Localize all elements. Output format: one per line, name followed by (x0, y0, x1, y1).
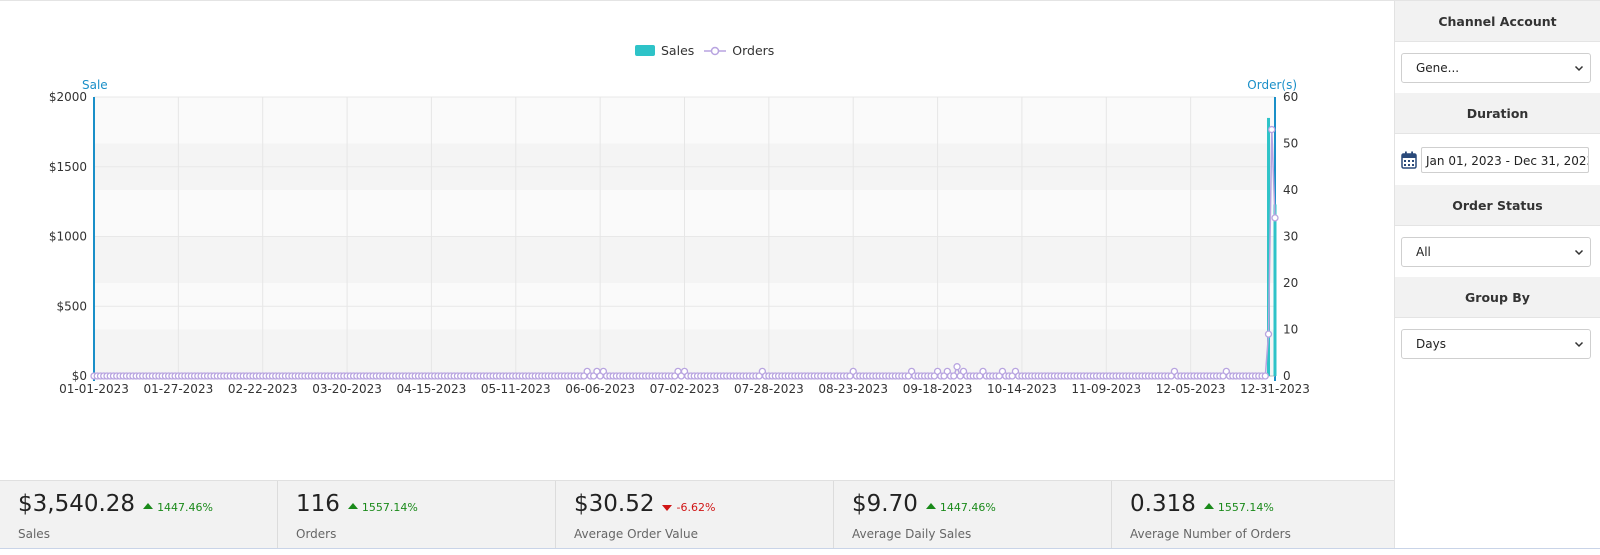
left-tick-label: $2000 (49, 90, 87, 104)
filter-sidebar: Channel Account Gene... Duration Jan 01,… (1394, 0, 1600, 548)
orders-point (953, 363, 961, 371)
sales-bar (1267, 117, 1271, 377)
stat-label: Average Order Value (574, 527, 698, 541)
right-tick-label: 30 (1283, 230, 1298, 244)
stat-label: Average Number of Orders (1130, 527, 1291, 541)
x-tick-label: 02-22-2023 (228, 382, 298, 396)
stat-card: 0.318 1557.14% Average Number of Orders (1112, 481, 1394, 549)
right-tick-label: 20 (1283, 276, 1298, 290)
stat-change: 1447.46% (925, 501, 996, 514)
duration-heading: Duration (1395, 93, 1600, 134)
group-by-select[interactable]: Days (1401, 328, 1591, 359)
x-tick-label: 01-27-2023 (143, 382, 213, 396)
chart-legend[interactable]: Sales Orders (635, 43, 774, 58)
x-tick-label: 11-09-2023 (1071, 382, 1141, 396)
order-status-select[interactable]: All (1401, 236, 1591, 267)
arrow-up-icon (1203, 503, 1214, 509)
stat-change: 1557.14% (347, 501, 418, 514)
stat-value: 0.318 (1130, 491, 1196, 517)
arrow-up-icon (143, 503, 154, 509)
calendar-icon[interactable] (1401, 151, 1417, 169)
stat-value: 116 (296, 491, 340, 517)
x-tick-label: 12-31-2023 (1240, 382, 1310, 396)
x-tick-label: 08-23-2023 (818, 382, 888, 396)
x-tick-label: 10-14-2023 (987, 382, 1057, 396)
stat-change: 1447.46% (143, 501, 213, 514)
orders-point (1268, 125, 1276, 134)
stat-card: $9.70 1447.46% Average Daily Sales (834, 481, 1112, 549)
order-status-value: All (1416, 244, 1431, 259)
stat-label: Average Daily Sales (852, 527, 972, 541)
orders-point (1271, 214, 1279, 222)
channel-account-heading: Channel Account (1395, 1, 1600, 42)
left-tick-label: $1500 (49, 160, 87, 174)
x-tick-label: 03-20-2023 (312, 382, 382, 396)
orders-point (950, 372, 958, 380)
legend-orders-swatch (704, 46, 727, 55)
stat-value: $3,540.28 (18, 491, 136, 517)
x-tick-label: 07-28-2023 (734, 382, 804, 396)
right-axis-label: Order(s) (1247, 78, 1297, 92)
left-tick-label: $1000 (49, 230, 87, 244)
stat-label: Orders (296, 527, 337, 541)
stat-card: $3,540.28 1447.46% Sales (0, 481, 278, 549)
orders-point (1264, 330, 1273, 338)
right-tick-label: 0 (1283, 369, 1291, 383)
left-tick-label: $500 (56, 299, 87, 313)
group-by-heading: Group By (1395, 277, 1600, 318)
channel-account-select[interactable]: Gene... (1401, 52, 1591, 83)
stat-value: $9.70 (852, 491, 918, 517)
right-tick-label: 60 (1283, 90, 1298, 104)
chart-canvas: 01-01-2023 01-27-2023 02-22-2023 03-20-2023… (49, 78, 1310, 396)
arrow-up-icon (925, 503, 936, 509)
legend-orders-label: Orders (732, 43, 775, 58)
left-axis-label: Sale (82, 78, 108, 92)
x-tick-label: 04-15-2023 (397, 382, 467, 396)
right-tick-label: 40 (1283, 183, 1298, 197)
x-tick-label: 12-05-2023 (1156, 382, 1226, 396)
chevron-down-icon (1574, 249, 1584, 255)
arrow-up-icon (347, 503, 358, 509)
x-tick-label: 09-18-2023 (903, 382, 973, 396)
stat-change-value: 1447.46% (939, 501, 996, 514)
stat-card: $30.52 -6.62% Average Order Value (556, 481, 834, 549)
x-tick-label: 06-06-2023 (565, 382, 635, 396)
legend-sales-swatch (635, 45, 655, 56)
stat-change-value: 1557.14% (1217, 501, 1274, 514)
chevron-down-icon (1574, 341, 1584, 347)
x-tick-label: 05-11-2023 (481, 382, 551, 396)
sales-bar (1273, 204, 1277, 376)
stat-change: 1557.14% (1203, 501, 1274, 514)
arrow-down-icon (662, 505, 673, 511)
stat-card: 116 1557.14% Orders (278, 481, 556, 549)
channel-account-value: Gene... (1416, 60, 1460, 75)
stat-change-value: 1447.46% (157, 501, 214, 514)
right-tick-label: 10 (1283, 323, 1298, 337)
group-by-value: Days (1416, 336, 1446, 351)
chevron-down-icon (1574, 65, 1584, 71)
stat-value: $30.52 (574, 491, 655, 517)
stat-change-value: 1557.14% (361, 501, 418, 514)
duration-input[interactable]: Jan 01, 2023 - Dec 31, 2023 (1421, 146, 1589, 173)
orders-point (1261, 372, 1269, 380)
order-status-heading: Order Status (1395, 185, 1600, 226)
stat-label: Sales (18, 527, 50, 541)
legend-sales-label: Sales (661, 43, 695, 58)
x-tick-label: 01-01-2023 (59, 382, 129, 396)
stats-bar: $3,540.28 1447.46% Sales 116 1557.14% Orders $… (0, 480, 1394, 549)
stat-change: -6.62% (662, 501, 715, 514)
sales-orders-chart: Sales Orders 01-01-2023 01-27-2023 02-22-2… (0, 0, 1394, 396)
window-bottom-edge (0, 548, 1600, 555)
right-tick-label: 50 (1283, 137, 1298, 151)
x-tick-label: 07-02-2023 (650, 382, 720, 396)
left-tick-label: $0 (72, 369, 87, 383)
stat-change-value: -6.62% (676, 501, 716, 514)
